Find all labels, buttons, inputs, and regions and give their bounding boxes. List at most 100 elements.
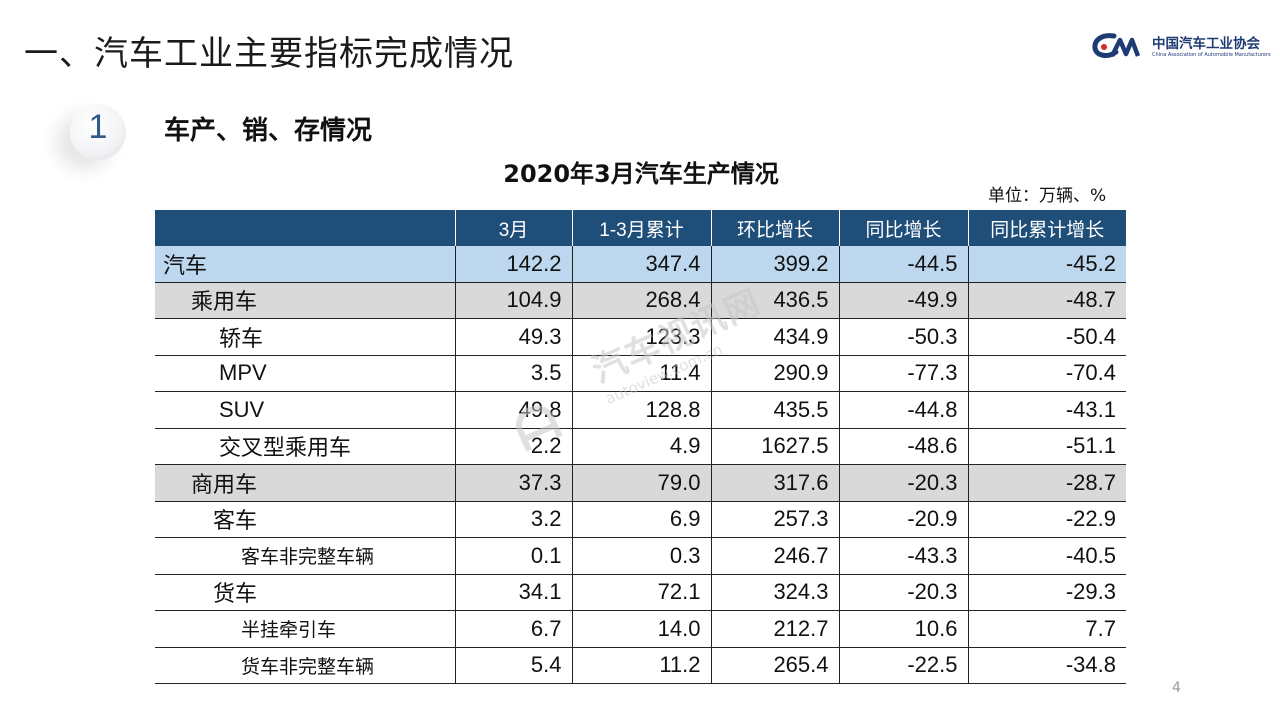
column-header: 1-3月累计 bbox=[571, 210, 711, 246]
cell-value: -22.5 bbox=[838, 647, 968, 684]
cell-value: -20.3 bbox=[838, 574, 968, 611]
page-number: 4 bbox=[1172, 680, 1181, 696]
table-row: 轿车 49.3 123.3 434.9 -50.3 -50.4 bbox=[155, 318, 1126, 356]
cell-value: 290.9 bbox=[710, 355, 839, 392]
cell-value: 0.1 bbox=[454, 537, 572, 575]
cell-value: -29.3 bbox=[967, 574, 1126, 611]
cell-value: -22.9 bbox=[967, 501, 1126, 538]
table-row: MPV 3.5 11.4 290.9 -77.3 -70.4 bbox=[155, 355, 1126, 392]
cell-value: 49.8 bbox=[454, 391, 572, 429]
caam-logo-icon bbox=[1092, 33, 1141, 58]
cell-value: 1627.5 bbox=[710, 428, 839, 465]
cell-value: -50.3 bbox=[838, 318, 968, 356]
section-title: 车产、销、存情况 bbox=[164, 116, 373, 146]
table-row: 货车 34.1 72.1 324.3 -20.3 -29.3 bbox=[155, 574, 1126, 611]
row-label: 货车非完整车辆 bbox=[155, 647, 455, 684]
cell-value: 123.3 bbox=[571, 318, 711, 356]
column-header: 同比累计增长 bbox=[967, 210, 1126, 246]
cell-value: 436.5 bbox=[710, 282, 839, 319]
cell-value: 399.2 bbox=[710, 246, 839, 283]
cell-value: -77.3 bbox=[838, 355, 968, 392]
column-header: 同比增长 bbox=[838, 210, 968, 246]
row-label: 交叉型乘用车 bbox=[155, 428, 455, 465]
cell-value: 37.3 bbox=[454, 464, 572, 502]
cell-value: -28.7 bbox=[967, 464, 1126, 502]
row-label: 客车非完整车辆 bbox=[155, 537, 455, 575]
cell-value: -20.9 bbox=[838, 501, 968, 538]
row-label: 客车 bbox=[155, 501, 455, 538]
column-header: 环比增长 bbox=[710, 210, 839, 246]
unit-label: 单位：万辆、% bbox=[988, 186, 1107, 206]
table-title: 2020年3月汽车生产情况 bbox=[503, 160, 779, 188]
table-row: 乘用车 104.9 268.4 436.5 -49.9 -48.7 bbox=[155, 282, 1126, 319]
cell-value: 347.4 bbox=[571, 246, 711, 283]
cell-value: -50.4 bbox=[967, 318, 1126, 356]
cell-value: 212.7 bbox=[710, 610, 839, 648]
cell-value: 11.2 bbox=[571, 647, 711, 684]
cell-value: -48.7 bbox=[967, 282, 1126, 319]
cell-value: 435.5 bbox=[710, 391, 839, 429]
table-row: 货车非完整车辆 5.4 11.2 265.4 -22.5 -34.8 bbox=[155, 647, 1126, 684]
table-row: SUV 49.8 128.8 435.5 -44.8 -43.1 bbox=[155, 391, 1126, 429]
row-label: 货车 bbox=[155, 574, 455, 611]
cell-value: 4.9 bbox=[571, 428, 711, 465]
row-label: 商用车 bbox=[155, 464, 455, 502]
logo-name-cn: 中国汽车工业协会 bbox=[1152, 36, 1260, 52]
cell-value: -43.3 bbox=[838, 537, 968, 575]
cell-value: -51.1 bbox=[967, 428, 1126, 465]
cell-value: -40.5 bbox=[967, 537, 1126, 575]
cell-value: 6.7 bbox=[454, 610, 572, 648]
row-label: 轿车 bbox=[155, 318, 455, 356]
row-label: SUV bbox=[155, 391, 455, 429]
cell-value: 34.1 bbox=[454, 574, 572, 611]
cell-value: 317.6 bbox=[710, 464, 839, 502]
cell-value: -34.8 bbox=[967, 647, 1126, 684]
cell-value: 104.9 bbox=[454, 282, 572, 319]
cell-value: 268.4 bbox=[571, 282, 711, 319]
row-label: 半挂牵引车 bbox=[155, 610, 455, 648]
section-number-badge: 1 bbox=[70, 104, 126, 160]
slide-title: 一、汽车工业主要指标完成情况 bbox=[24, 34, 514, 74]
table-row: 客车 3.2 6.9 257.3 -20.9 -22.9 bbox=[155, 501, 1126, 538]
cell-value: 265.4 bbox=[710, 647, 839, 684]
column-header bbox=[155, 210, 455, 246]
cell-value: -43.1 bbox=[967, 391, 1126, 429]
table-row: 客车非完整车辆 0.1 0.3 246.7 -43.3 -40.5 bbox=[155, 537, 1126, 575]
cell-value: 128.8 bbox=[571, 391, 711, 429]
cell-value: 3.5 bbox=[454, 355, 572, 392]
cell-value: 11.4 bbox=[571, 355, 711, 392]
cell-value: 6.9 bbox=[571, 501, 711, 538]
cell-value: 434.9 bbox=[710, 318, 839, 356]
column-header: 3月 bbox=[454, 210, 572, 246]
section-number: 1 bbox=[88, 108, 108, 146]
caam-logo: 中国汽车工业协会 China Association of Automobile… bbox=[1092, 30, 1276, 64]
cell-value: 10.6 bbox=[838, 610, 968, 648]
cell-value: -49.9 bbox=[838, 282, 968, 319]
cell-value: 0.3 bbox=[571, 537, 711, 575]
cell-value: -20.3 bbox=[838, 464, 968, 502]
cell-value: 49.3 bbox=[454, 318, 572, 356]
table-row: 汽车 142.2 347.4 399.2 -44.5 -45.2 bbox=[155, 246, 1126, 283]
row-label: MPV bbox=[155, 355, 455, 392]
cell-value: 246.7 bbox=[710, 537, 839, 575]
cell-value: -45.2 bbox=[967, 246, 1126, 283]
cell-value: -44.8 bbox=[838, 391, 968, 429]
table-row: 交叉型乘用车 2.2 4.9 1627.5 -48.6 -51.1 bbox=[155, 428, 1126, 465]
cell-value: 142.2 bbox=[454, 246, 572, 283]
cell-value: 2.2 bbox=[454, 428, 572, 465]
table-row: 商用车 37.3 79.0 317.6 -20.3 -28.7 bbox=[155, 464, 1126, 502]
table-row: 半挂牵引车 6.7 14.0 212.7 10.6 7.7 bbox=[155, 610, 1126, 648]
production-table: 3月 1-3月累计 环比增长 同比增长 同比累计增长 汽车 142.2 347.… bbox=[155, 210, 1126, 684]
cell-value: 5.4 bbox=[454, 647, 572, 684]
cell-value: -44.5 bbox=[838, 246, 968, 283]
cell-value: 14.0 bbox=[571, 610, 711, 648]
cell-value: 7.7 bbox=[967, 610, 1126, 648]
cell-value: 257.3 bbox=[710, 501, 839, 538]
cell-value: -70.4 bbox=[967, 355, 1126, 392]
cell-value: 3.2 bbox=[454, 501, 572, 538]
cell-value: 72.1 bbox=[571, 574, 711, 611]
cell-value: 79.0 bbox=[571, 464, 711, 502]
cell-value: 324.3 bbox=[710, 574, 839, 611]
row-label: 乘用车 bbox=[155, 282, 455, 319]
cell-value: -48.6 bbox=[838, 428, 968, 465]
